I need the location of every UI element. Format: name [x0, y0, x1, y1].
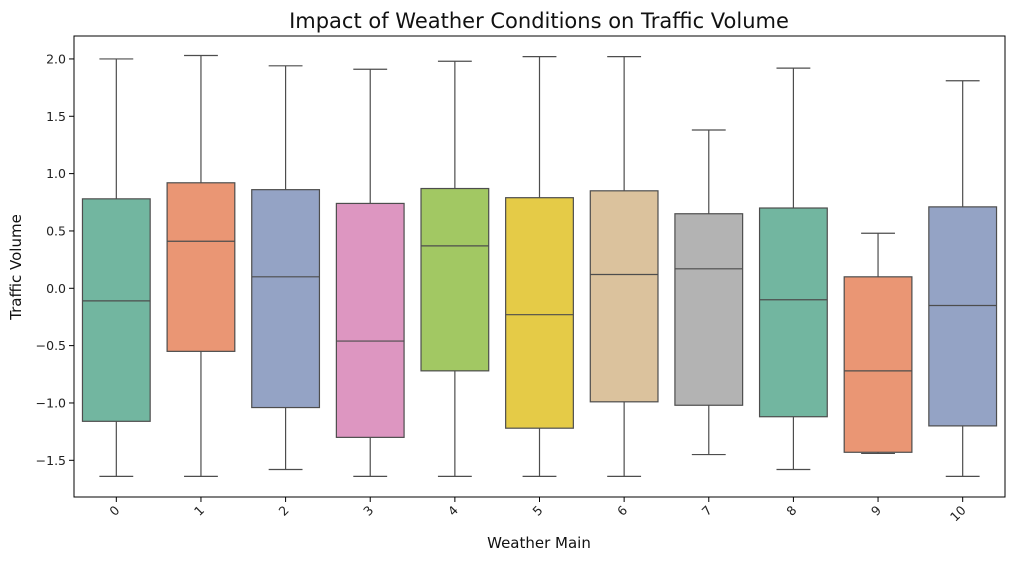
y-tick-label: 0.0	[46, 281, 66, 296]
x-tick-label: 1	[191, 503, 207, 519]
x-axis-label: Weather Main	[487, 534, 591, 552]
x-tick-label: 10	[947, 502, 969, 524]
box-9	[843, 232, 913, 455]
y-tick-label: −0.5	[36, 338, 66, 353]
box-4	[420, 60, 490, 477]
boxes-group	[81, 54, 998, 477]
box-8	[758, 67, 828, 471]
y-axis: 2.0 1.5 1.0 0.5 0.0 −0.5 −1.0 −1.5	[36, 51, 74, 468]
iqr-box	[166, 182, 236, 352]
box-1	[166, 54, 236, 477]
y-tick-label: −1.0	[36, 395, 66, 410]
x-tick-label: 4	[445, 502, 461, 518]
iqr-box	[758, 207, 828, 418]
y-tick-label: 1.0	[46, 166, 66, 181]
box-7	[674, 129, 744, 456]
box-10	[928, 80, 998, 477]
iqr-box	[589, 190, 659, 403]
iqr-box	[335, 202, 405, 438]
x-tick-label: 8	[783, 502, 799, 518]
y-tick-label: −1.5	[36, 453, 66, 468]
y-axis-label: Traffic Volume	[7, 214, 25, 321]
box-2	[251, 65, 321, 471]
box-6	[589, 56, 659, 477]
chart-title: Impact of Weather Conditions on Traffic …	[289, 9, 789, 33]
y-tick-label: 0.5	[46, 223, 66, 238]
iqr-box	[81, 198, 151, 422]
x-tick-label: 3	[360, 503, 376, 519]
iqr-box	[928, 206, 998, 427]
x-tick-label: 7	[699, 503, 715, 519]
iqr-box	[420, 187, 490, 372]
y-tick-label: 2.0	[46, 51, 66, 66]
y-tick-label: 1.5	[46, 109, 66, 124]
iqr-box	[674, 213, 744, 406]
iqr-box	[843, 276, 913, 453]
box-3	[335, 68, 405, 477]
iqr-box	[251, 189, 321, 409]
x-axis: 0 1 2 3 4 5 6 7 8 9 10	[106, 497, 969, 524]
box-0	[81, 58, 151, 477]
x-tick-label: 6	[614, 502, 630, 518]
box-5	[505, 56, 574, 477]
x-tick-label: 5	[529, 503, 545, 519]
x-tick-label: 0	[106, 502, 122, 518]
x-tick-label: 9	[868, 502, 884, 518]
iqr-box	[505, 197, 574, 429]
x-tick-label: 2	[275, 503, 291, 519]
